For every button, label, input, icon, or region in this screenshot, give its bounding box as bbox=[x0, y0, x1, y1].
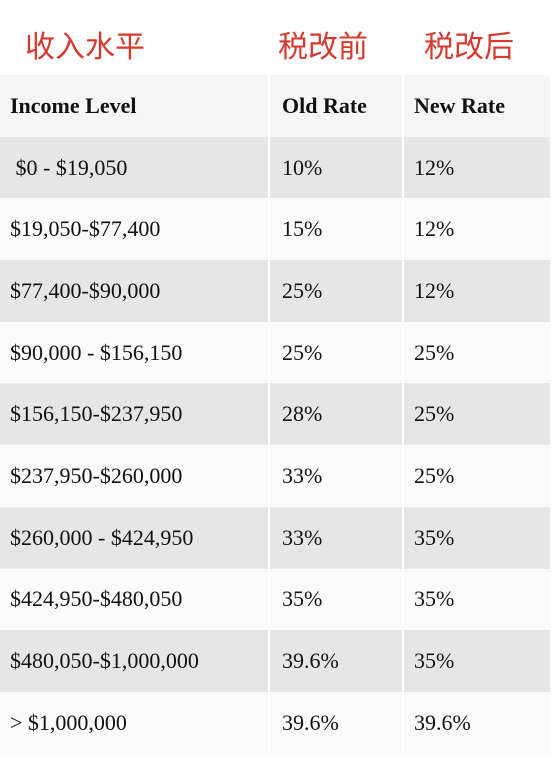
table-cell: 33% bbox=[270, 445, 402, 507]
table-cell: 35% bbox=[404, 506, 550, 569]
table-cell: 10% bbox=[270, 136, 402, 199]
header-row: Income Level Old Rate New Rate bbox=[0, 75, 552, 137]
table-row: $0 - $19,050 10% 12% bbox=[0, 136, 552, 199]
table-row: > $1,000,000 39.6% 39.6% bbox=[0, 691, 552, 754]
table-cell: $480,050-$1,000,000 bbox=[0, 630, 268, 692]
table-cell: 12% bbox=[404, 136, 550, 199]
column-annotation: 收入水平 bbox=[25, 30, 145, 65]
table-cell: $260,000 - $424,950 bbox=[0, 506, 268, 569]
table-cell: 25% bbox=[404, 321, 550, 384]
table-cell: $90,000 - $156,150 bbox=[0, 321, 268, 384]
column-annotation: 税改后 bbox=[424, 30, 514, 65]
table-row: $480,050-$1,000,000 39.6% 35% bbox=[0, 630, 552, 692]
table-cell: 39.6% bbox=[270, 691, 402, 754]
table-row: $237,950-$260,000 33% 25% bbox=[0, 445, 552, 507]
table-cell: 39.6% bbox=[270, 630, 402, 692]
table-cell: 25% bbox=[404, 383, 550, 446]
table-cell: Income Level bbox=[0, 75, 268, 137]
table-cell: $156,150-$237,950 bbox=[0, 383, 268, 446]
table-cell: 25% bbox=[270, 321, 402, 384]
table-cell: 15% bbox=[270, 198, 402, 261]
table-cell: 35% bbox=[270, 568, 402, 631]
table-row: $424,950-$480,050 35% 35% bbox=[0, 568, 552, 631]
table-row: $19,050-$77,400 15% 12% bbox=[0, 198, 552, 261]
table-cell: $237,950-$260,000 bbox=[0, 445, 268, 507]
table-cell: 33% bbox=[270, 506, 402, 569]
table: Income Level Old Rate New Rate $0 - $19,05… bbox=[0, 75, 552, 754]
table-cell: Old Rate bbox=[270, 75, 402, 137]
column-annotation: 税改前 bbox=[278, 30, 368, 65]
table-cell: 35% bbox=[404, 568, 550, 631]
table-row: $77,400-$90,000 25% 12% bbox=[0, 260, 552, 322]
table-row: $90,000 - $156,150 25% 25% bbox=[0, 321, 552, 384]
table-cell: New Rate bbox=[404, 75, 550, 137]
table-cell: 12% bbox=[404, 198, 550, 261]
table-cell: 39.6% bbox=[404, 691, 550, 754]
table-cell: 25% bbox=[404, 445, 550, 507]
table-row: $156,150-$237,950 28% 25% bbox=[0, 383, 552, 446]
table-cell: 28% bbox=[270, 383, 402, 446]
table-cell: $424,950-$480,050 bbox=[0, 568, 268, 631]
table-cell: 12% bbox=[404, 260, 550, 322]
table-cell: $19,050-$77,400 bbox=[0, 198, 268, 261]
table-cell: $0 - $19,050 bbox=[0, 136, 268, 199]
table-cell: 35% bbox=[404, 630, 550, 692]
table-cell: $77,400-$90,000 bbox=[0, 260, 268, 322]
table-cell: > $1,000,000 bbox=[0, 691, 268, 754]
table-row: $260,000 - $424,950 33% 35% bbox=[0, 506, 552, 569]
table-cell: 25% bbox=[270, 260, 402, 322]
